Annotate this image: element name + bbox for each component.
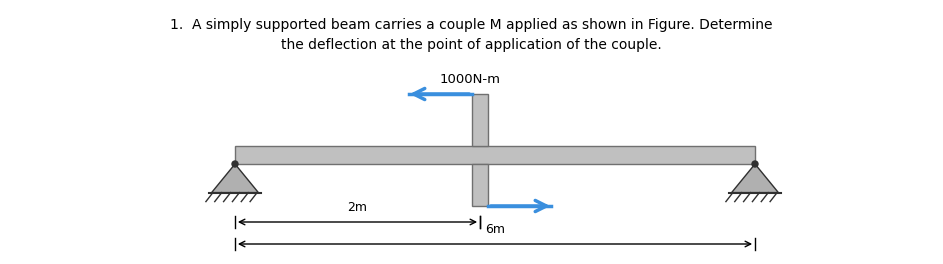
- Circle shape: [752, 161, 758, 167]
- Circle shape: [232, 161, 238, 167]
- Text: 6m: 6m: [485, 223, 505, 236]
- Bar: [472, 94, 488, 146]
- Bar: [235, 146, 755, 164]
- Text: the deflection at the point of application of the couple.: the deflection at the point of applicati…: [281, 38, 661, 52]
- Polygon shape: [211, 164, 258, 193]
- Polygon shape: [732, 164, 778, 193]
- Text: 1.  A simply supported beam carries a couple M applied as shown in Figure. Deter: 1. A simply supported beam carries a cou…: [170, 18, 772, 32]
- Text: 2m: 2m: [348, 201, 368, 214]
- Bar: [472, 164, 488, 206]
- Text: 1000N-m: 1000N-m: [439, 73, 501, 86]
